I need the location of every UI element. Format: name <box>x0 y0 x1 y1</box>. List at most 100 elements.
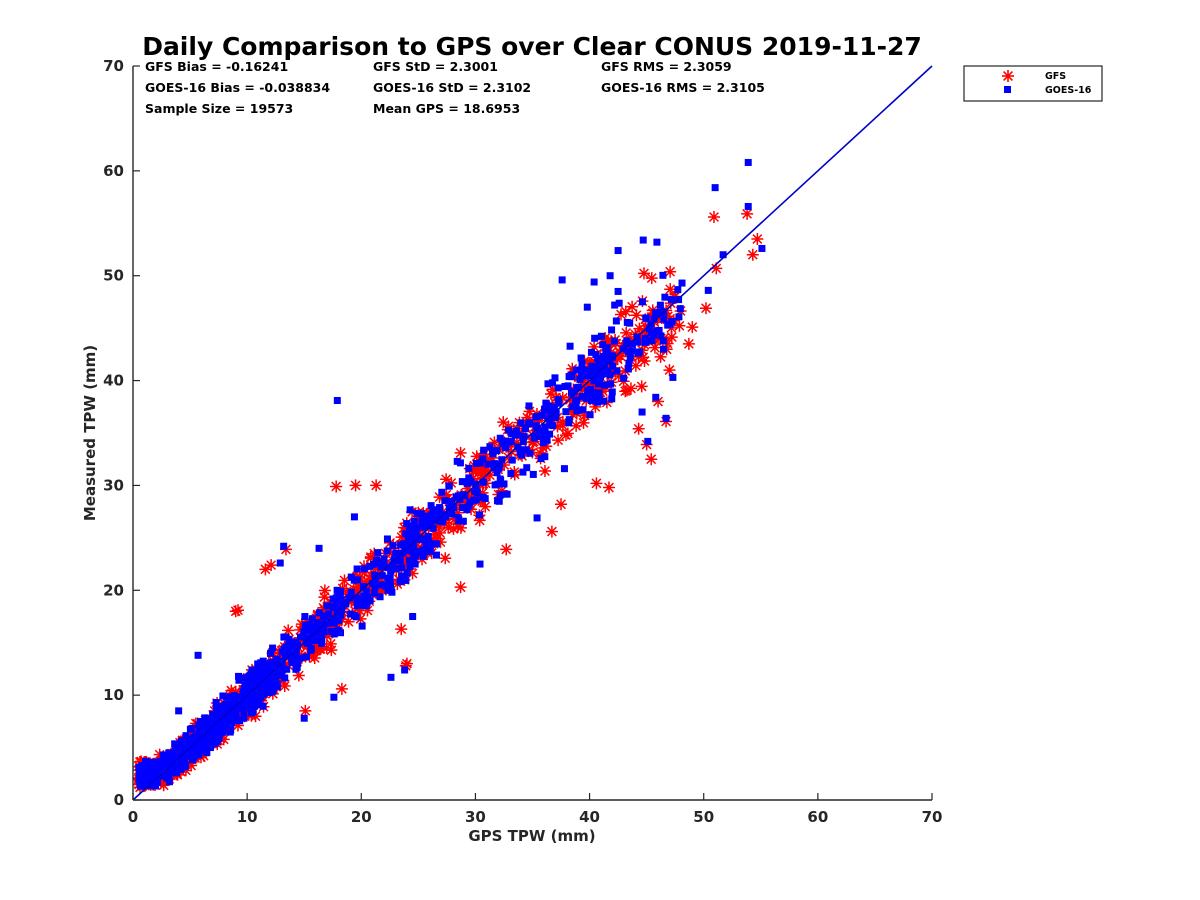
goes16-point <box>330 630 338 638</box>
goes16-point <box>578 360 586 368</box>
stats-block: GFS Bias = -0.16241 GFS StD = 2.3001 GFS… <box>145 59 765 116</box>
gfs-point <box>626 300 639 313</box>
goes16-point <box>642 314 650 322</box>
goes16-point <box>419 523 427 531</box>
goes16-point <box>248 666 256 674</box>
goes16-point <box>315 609 323 617</box>
goes16-point <box>577 354 585 362</box>
goes16-point <box>562 408 570 416</box>
gfs-point <box>358 566 371 579</box>
goes16-point <box>315 544 323 552</box>
goes16-point <box>240 674 248 682</box>
goes16-point <box>323 602 331 610</box>
x-tick-label: 70 <box>922 808 943 826</box>
goes16-point <box>595 361 603 369</box>
goes16-point <box>636 348 644 356</box>
gfs-point <box>342 615 355 628</box>
x-tick-label: 10 <box>237 808 258 826</box>
goes16-point <box>333 396 341 404</box>
goes16-point <box>408 547 416 555</box>
goes16-point <box>229 702 237 710</box>
legend: GFS GOES-16 <box>963 65 1103 102</box>
gfs-point <box>614 308 627 321</box>
goes16-point <box>325 610 333 618</box>
goes16-point <box>411 525 419 533</box>
goes16-point <box>535 428 543 436</box>
goes16-point <box>472 496 480 504</box>
goes16-point <box>614 247 622 255</box>
goes16-point <box>236 717 244 725</box>
goes16-point <box>303 653 311 661</box>
gfs-point <box>330 480 343 493</box>
gfs-point <box>686 321 699 334</box>
goes16-point <box>366 562 374 570</box>
goes16-point <box>371 576 379 584</box>
goes16-point <box>330 693 338 701</box>
goes16-point <box>333 599 341 607</box>
goes16-point <box>152 771 160 779</box>
gfs-point <box>440 473 453 486</box>
goes16-point <box>234 695 242 703</box>
goes16-point <box>318 635 326 643</box>
goes16-point <box>162 768 170 776</box>
goes16-point <box>408 530 416 538</box>
goes16-point <box>406 525 414 533</box>
gfs-point <box>664 283 677 296</box>
gfs-point <box>588 340 601 353</box>
goes16-point <box>135 763 143 771</box>
goes16-point <box>363 599 371 607</box>
goes16-point <box>588 392 596 400</box>
gfs-point <box>665 321 678 334</box>
gfs-point <box>551 420 564 433</box>
goes16-point <box>410 517 418 525</box>
gfs-point <box>282 659 295 672</box>
goes16-point <box>586 411 594 419</box>
goes16-point <box>280 633 288 641</box>
goes16-point <box>676 305 684 313</box>
goes16-point <box>384 586 392 594</box>
y-tick-label: 60 <box>103 162 124 180</box>
gfs-point <box>364 569 377 582</box>
goes16-point <box>254 671 262 679</box>
goes16-point <box>479 478 487 486</box>
gfs-point <box>451 506 464 519</box>
goes16-point <box>466 498 474 506</box>
goes16-point <box>259 665 267 673</box>
goes16-point <box>595 389 603 397</box>
gfs-point <box>179 764 192 777</box>
goes16-point <box>183 743 191 751</box>
goes16-point <box>178 761 186 769</box>
goes16-point <box>206 744 214 752</box>
goes16-point <box>758 244 766 252</box>
goes16-point <box>352 613 360 621</box>
goes16-point <box>410 543 418 551</box>
goes16-point <box>194 651 202 659</box>
goes16-point <box>582 394 590 402</box>
gfs-point <box>620 384 633 397</box>
goes16-point <box>597 332 605 340</box>
gfs-point <box>376 584 389 597</box>
goes16-point <box>608 326 616 334</box>
goes16-point <box>253 688 261 696</box>
goes16-point <box>398 564 406 572</box>
goes16-point <box>384 574 392 582</box>
goes16-point <box>400 540 408 548</box>
goes16-point <box>507 437 515 445</box>
goes16-point <box>409 613 417 620</box>
goes16-point <box>247 674 255 682</box>
gfs-point <box>295 618 308 631</box>
goes16-point <box>276 559 284 567</box>
x-tick-label: 50 <box>693 808 714 826</box>
goes16-point <box>634 338 642 346</box>
goes16-point <box>519 468 527 476</box>
goes16-point <box>463 506 471 514</box>
goes16-point <box>336 595 344 603</box>
goes16-point <box>554 396 562 404</box>
goes16-point <box>565 419 573 427</box>
goes16-point <box>592 351 600 359</box>
sample-size-text: Sample Size = 19573 <box>145 101 293 116</box>
goes16-point <box>442 513 450 521</box>
legend-box <box>963 65 1103 102</box>
goes16-point <box>320 628 328 636</box>
goes16-point <box>261 669 269 677</box>
